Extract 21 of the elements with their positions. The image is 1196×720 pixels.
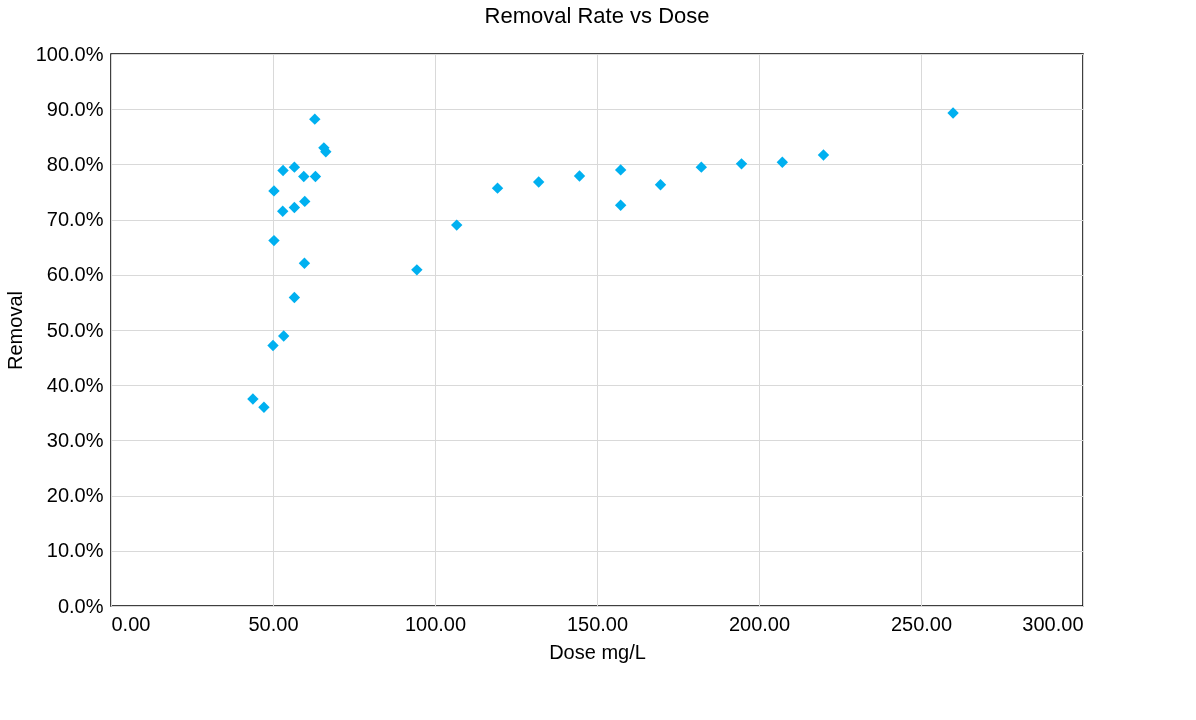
- x-tick-label: 100.00: [404, 612, 467, 635]
- x-tick-label: 200.00: [728, 612, 791, 635]
- y-tick-label: 80.0%: [46, 152, 104, 175]
- x-tick-label: 250.00: [890, 612, 953, 635]
- x-tick-label: 0.00: [111, 612, 151, 635]
- y-tick-label: 90.0%: [46, 97, 104, 120]
- x-tick-label: 150.00: [566, 612, 629, 635]
- y-tick-label: 10.0%: [46, 539, 104, 562]
- y-tick-label: 70.0%: [46, 208, 104, 231]
- y-tick-label: 100.0%: [35, 42, 104, 65]
- y-tick-label: 40.0%: [46, 373, 104, 396]
- y-tick-label: 20.0%: [46, 484, 104, 507]
- x-axis-title: Dose mg/L: [549, 640, 646, 663]
- x-tick-label: 300.00: [1022, 612, 1084, 635]
- y-tick-label: 0.0%: [57, 594, 104, 617]
- y-axis-title: Removal: [3, 291, 26, 370]
- y-tick-label: 50.0%: [46, 318, 104, 341]
- y-tick-label: 60.0%: [46, 263, 104, 286]
- y-tick-label: 30.0%: [46, 428, 104, 451]
- chart-title: Removal Rate vs Dose: [484, 3, 710, 28]
- x-tick-label: 50.00: [248, 612, 299, 635]
